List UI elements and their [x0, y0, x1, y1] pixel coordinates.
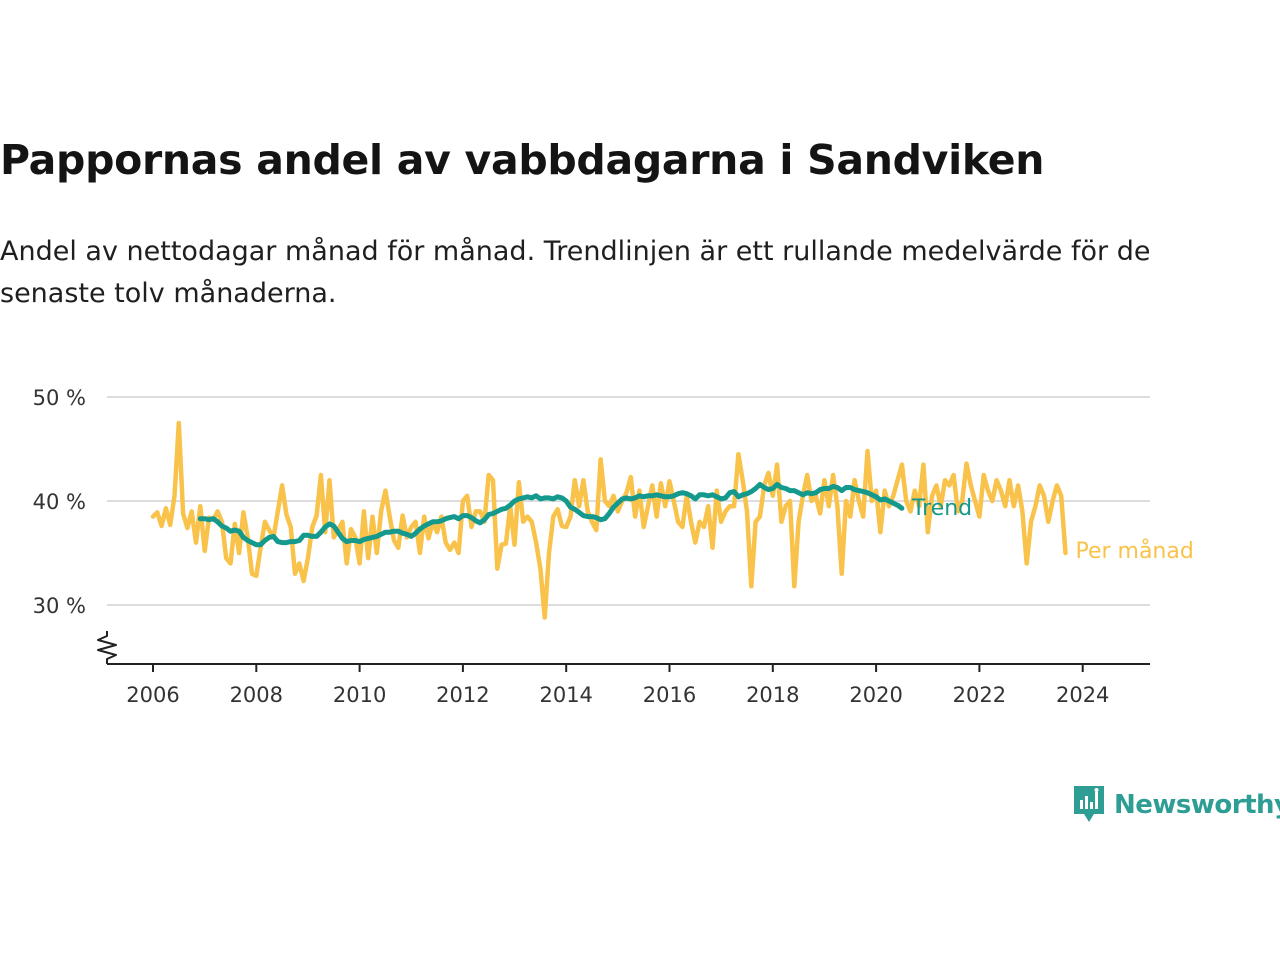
trend-series-label: Trend — [911, 496, 972, 521]
x-tick-label: 2024 — [1056, 683, 1109, 707]
x-tick-label: 2014 — [539, 683, 592, 707]
newsworthy-logo-text: Newsworthy — [1114, 790, 1280, 820]
x-tick-label: 2006 — [126, 683, 179, 707]
y-tick-label: 30 % — [33, 594, 86, 618]
monthly-series-label: Per månad — [1075, 538, 1193, 564]
newsworthy-logo-icon — [1074, 786, 1104, 822]
x-tick-label: 2008 — [230, 683, 283, 707]
monthly-series-line — [150, 420, 1068, 620]
chart-subtitle: Andel av nettodagar månad för månad. Tre… — [0, 236, 1151, 309]
x-tick-label: 2016 — [643, 683, 696, 707]
series-lines — [150, 420, 1068, 620]
series-labels: Per månad Trend — [911, 496, 1194, 564]
trend-series-line — [197, 481, 905, 548]
y-tick-label: 50 % — [33, 386, 86, 410]
newsworthy-logo: Newsworthy — [1072, 784, 1280, 826]
x-tick-label: 2012 — [436, 683, 489, 707]
axis-break-zigzag — [97, 631, 117, 664]
x-axis-tick-labels: 2006 2008 2010 2012 2014 2016 2018 2020 2022 2024 — [126, 683, 1109, 707]
chart-title: Pappornas andel av vabbdagarna i Sandvik… — [0, 136, 1045, 184]
x-tick-label: 2022 — [953, 683, 1006, 707]
y-axis-break-icon — [97, 631, 117, 664]
y-axis-tick-labels: 30 % 40 % 50 % — [33, 386, 86, 618]
y-tick-label: 40 % — [33, 490, 86, 514]
x-tick-label: 2020 — [849, 683, 902, 707]
x-tick-label: 2018 — [746, 683, 799, 707]
line-chart: 30 % 40 % 50 % 2006 2008 2010 2012 2014 2016 201… — [33, 386, 1194, 707]
x-axis — [107, 663, 1150, 672]
x-tick-label: 2010 — [333, 683, 386, 707]
